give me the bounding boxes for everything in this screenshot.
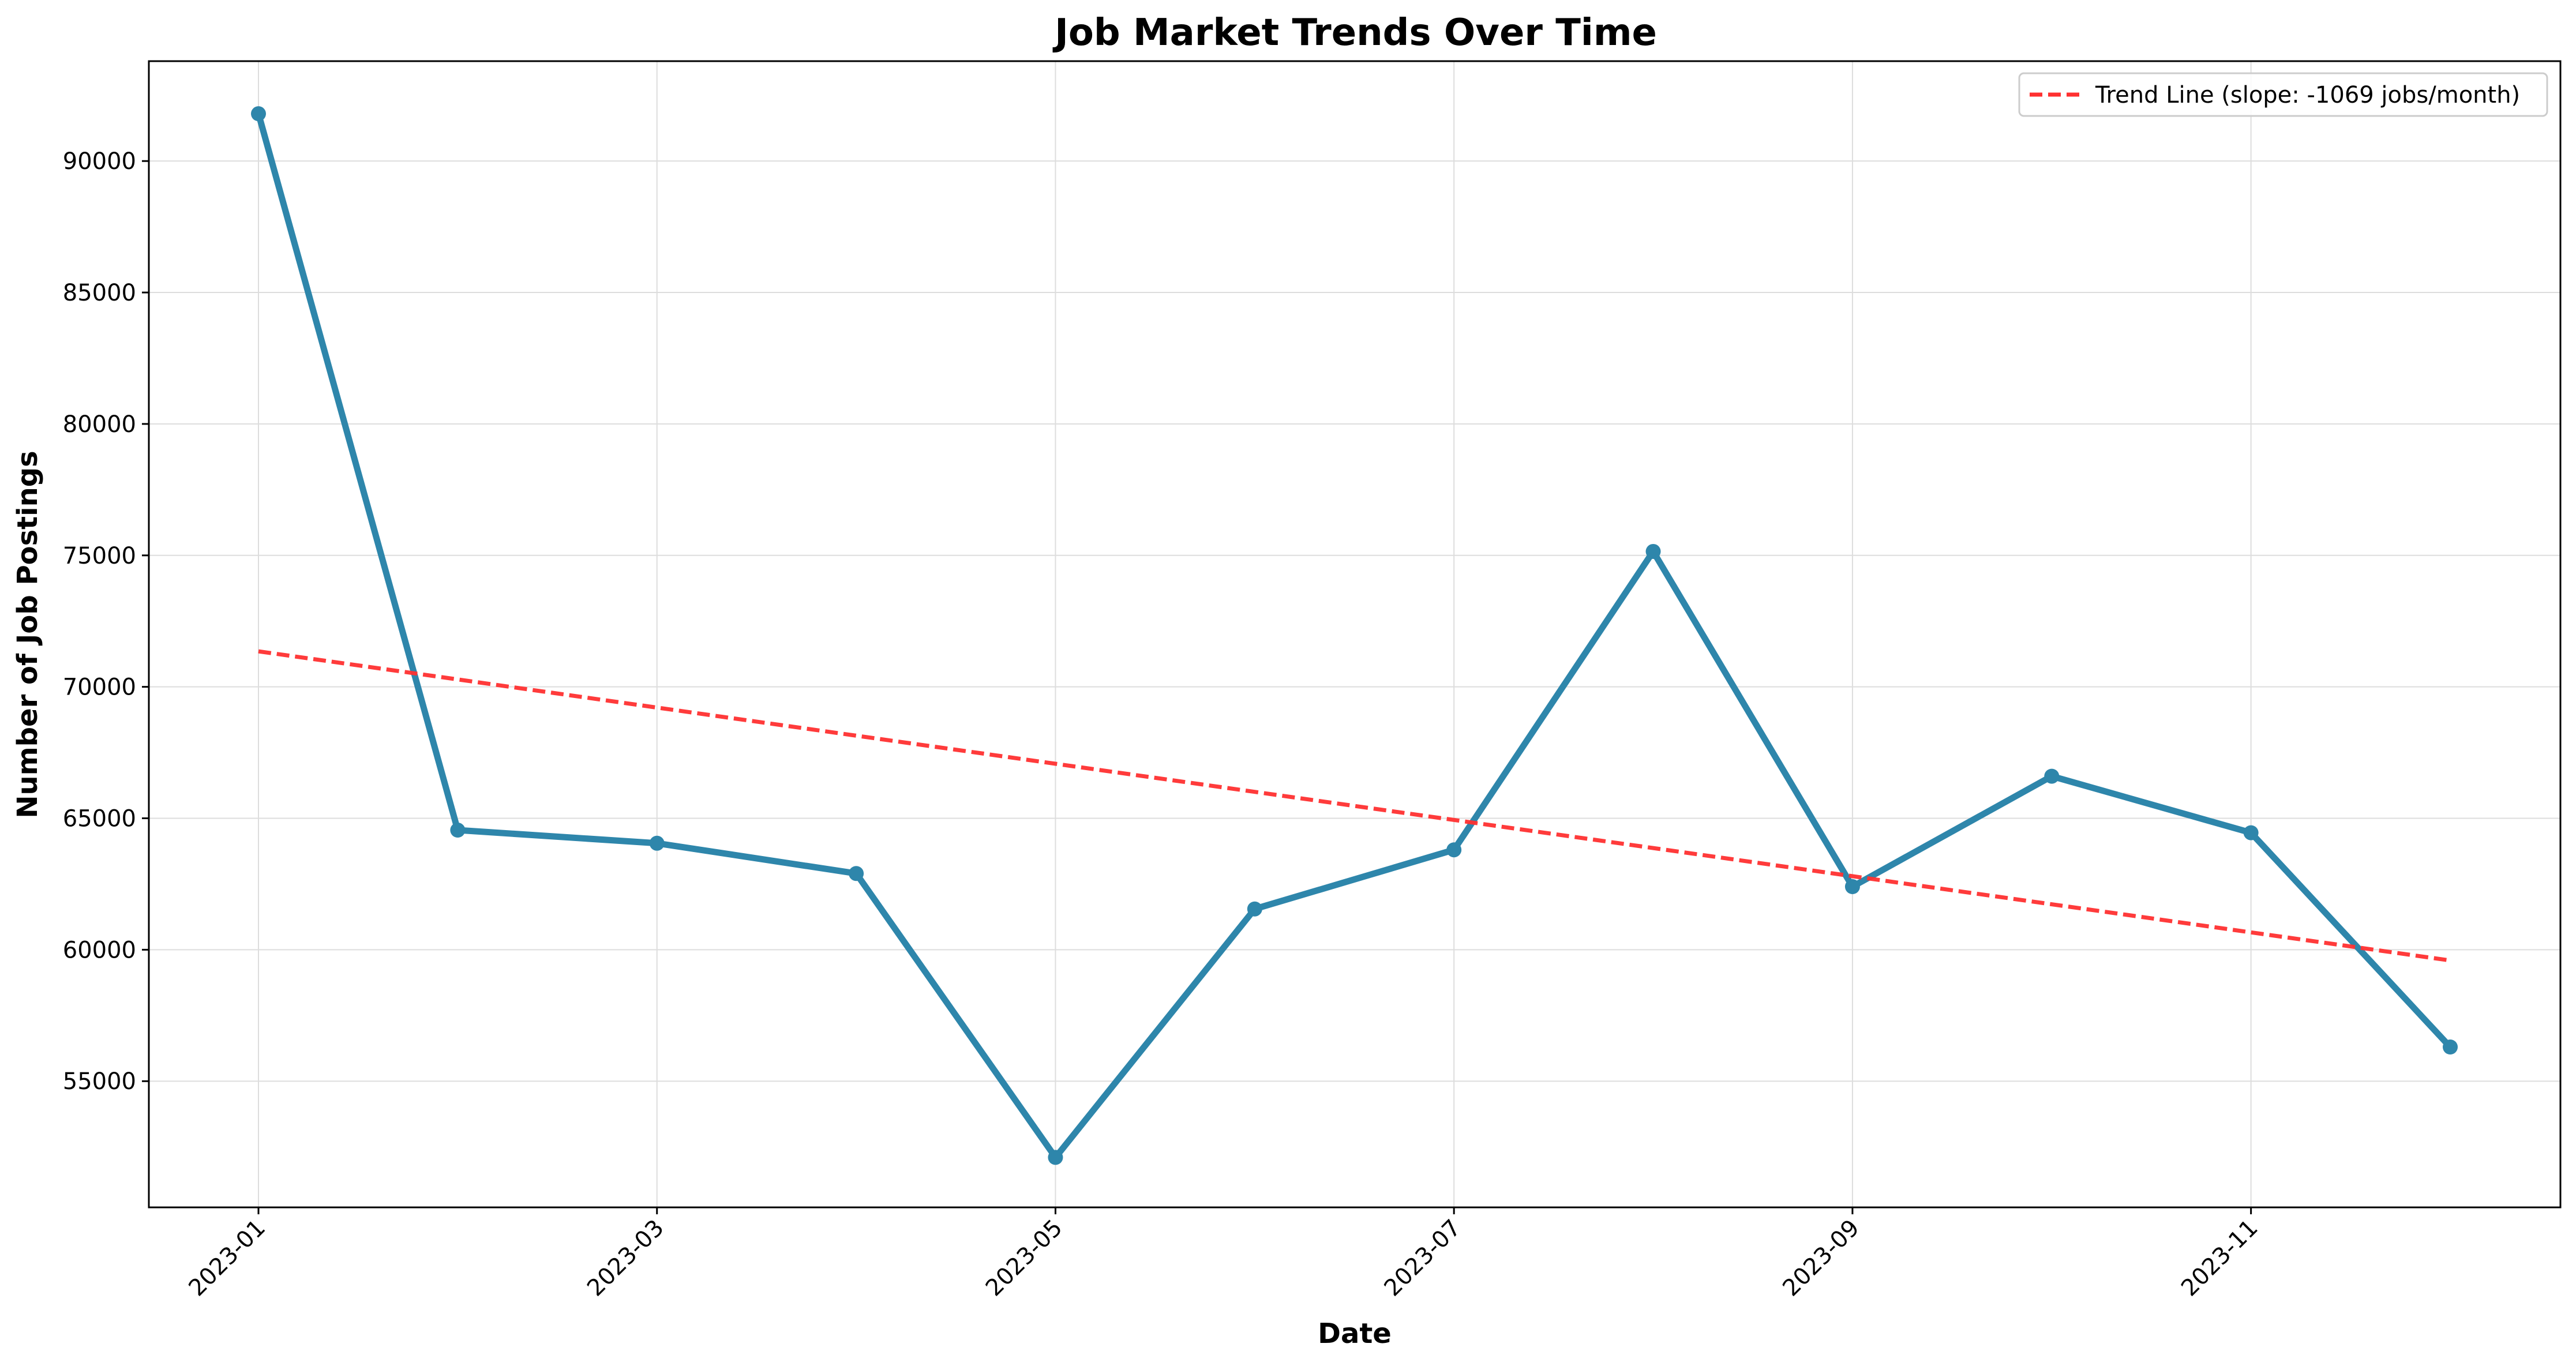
series-1-point-2023-08 [1645, 543, 1661, 559]
y-axis-label: Number of Job Postings [12, 451, 44, 818]
series-1-point-2023-04 [849, 866, 864, 881]
series-1-point-2023-12 [2443, 1039, 2458, 1055]
series-1-point-2023-07 [1446, 842, 1462, 858]
series-1-line [255, 110, 2454, 1161]
y-tick-label-55000: 55000 [63, 1068, 136, 1095]
y-tick-label-85000: 85000 [63, 280, 136, 306]
y-tick-label-90000: 90000 [63, 148, 136, 175]
y-tick-label-65000: 65000 [63, 806, 136, 832]
legend: Trend Line (slope: -1069 jobs/month) [2018, 72, 2548, 117]
series-1-point-2023-05 [1048, 1150, 1063, 1165]
series-1-point-2023-10 [2044, 768, 2060, 784]
series-layer [251, 106, 2458, 1165]
y-tick-label-70000: 70000 [63, 674, 136, 701]
y-tick-label-75000: 75000 [63, 543, 136, 569]
y-tick-label-80000: 80000 [63, 411, 136, 438]
series-1-point-2023-01 [251, 106, 266, 122]
series-1-point-2023-03 [649, 835, 665, 851]
x-axis-label: Date [1318, 1318, 1392, 1350]
series-1-point-2023-06 [1247, 901, 1262, 917]
legend-box [2018, 72, 2548, 117]
y-tick-label-60000: 60000 [63, 937, 136, 963]
legend-label-trend-line: Trend Line (slope: -1069 jobs/month) [2095, 82, 2520, 108]
series-1-point-2023-11 [2243, 825, 2259, 840]
series-1-point-2023-02 [450, 823, 466, 838]
series-1-point-2023-09 [1844, 879, 1860, 895]
chart-title: Job Market Trends Over Time [1052, 12, 1657, 54]
y-axis-ticks: 55000 60000 65000 70000 75000 80000 85000 90000 [63, 148, 149, 1095]
grid-lines [149, 61, 2560, 1207]
plot-frame [148, 60, 2562, 1209]
